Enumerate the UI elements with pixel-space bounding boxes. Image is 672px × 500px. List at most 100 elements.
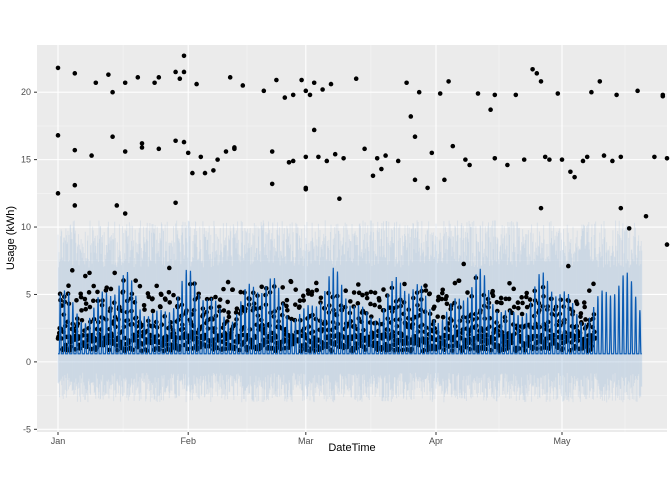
data-point [372,290,378,296]
data-point [446,79,451,84]
data-point [488,107,493,113]
data-point [122,149,128,154]
data-point [202,170,208,176]
data-point [348,299,353,304]
forecast-path [58,267,642,355]
data-point [181,69,187,75]
data-point [284,297,290,303]
data-point [269,181,275,187]
data-point [370,173,376,179]
data-point [379,166,384,172]
data-point [122,80,128,86]
data-point [492,92,498,98]
data-point [660,93,666,99]
data-point [364,291,370,297]
data-point [503,296,509,302]
data-point [355,301,361,306]
data-point [578,311,584,316]
data-point [301,298,307,303]
data-point [141,302,147,308]
data-point [135,75,141,80]
data-point [440,287,446,293]
data-point [511,286,516,292]
data-point [114,203,120,208]
data-point [368,289,374,295]
data-point [341,155,346,161]
data-point [490,293,496,299]
data-point [416,89,422,95]
data-point [377,304,383,310]
data-point [584,154,590,160]
data-point [337,196,342,202]
data-point [307,92,313,98]
data-point [226,314,232,320]
data-point [505,162,510,168]
data-point [259,284,265,290]
data-point [618,154,624,160]
data-point [159,292,164,298]
data-point [587,288,592,293]
data-point [211,168,216,173]
grid-lines [37,45,667,432]
data-point [383,153,388,158]
data-point [442,177,447,183]
data-point [185,150,191,156]
data-point [171,292,176,298]
data-point [158,304,163,310]
data-point [86,290,92,295]
data-point [427,291,433,296]
data-point [423,283,428,289]
data-point [142,307,147,312]
data-point [440,290,445,296]
data-point [137,283,143,289]
data-point [351,290,357,295]
data-point [547,157,552,162]
data-point [524,294,529,300]
data-point [89,153,94,158]
data-point [356,290,362,296]
x-tick-label: Mar [298,436,314,446]
data-point [506,296,512,302]
data-point [499,300,504,306]
data-point [372,302,377,308]
data-point [456,278,462,284]
data-point [293,302,298,307]
data-point [78,291,83,297]
data-point [166,289,172,295]
data-point [498,295,504,301]
data-point [167,265,172,271]
y-tick-label: -5 [23,424,31,434]
data-point [511,304,517,310]
data-point [122,211,128,216]
data-point [652,154,657,160]
data-point [196,291,201,297]
data-point [293,287,299,292]
data-point [225,299,230,305]
data-point [173,138,178,144]
data-point [369,314,374,319]
data-point [226,310,231,315]
data-point [282,95,288,100]
data-point [360,292,365,298]
data-point [299,77,304,83]
data-point [475,91,481,96]
data-point [163,297,168,302]
y-tick-label: 10 [21,222,31,232]
data-point [285,308,290,313]
data-point [574,301,580,307]
data-point [55,133,61,138]
data-point [664,242,670,247]
data-point [527,297,533,302]
data-point [318,295,324,301]
data-point [303,88,309,94]
data-point [601,153,607,158]
data-point [519,295,524,300]
data-point [69,268,75,273]
data-point [139,145,145,150]
data-point [232,146,237,152]
data-point [146,294,152,300]
data-point [572,174,577,180]
data-point [444,301,450,307]
data-point [221,308,227,313]
data-point [87,270,92,276]
